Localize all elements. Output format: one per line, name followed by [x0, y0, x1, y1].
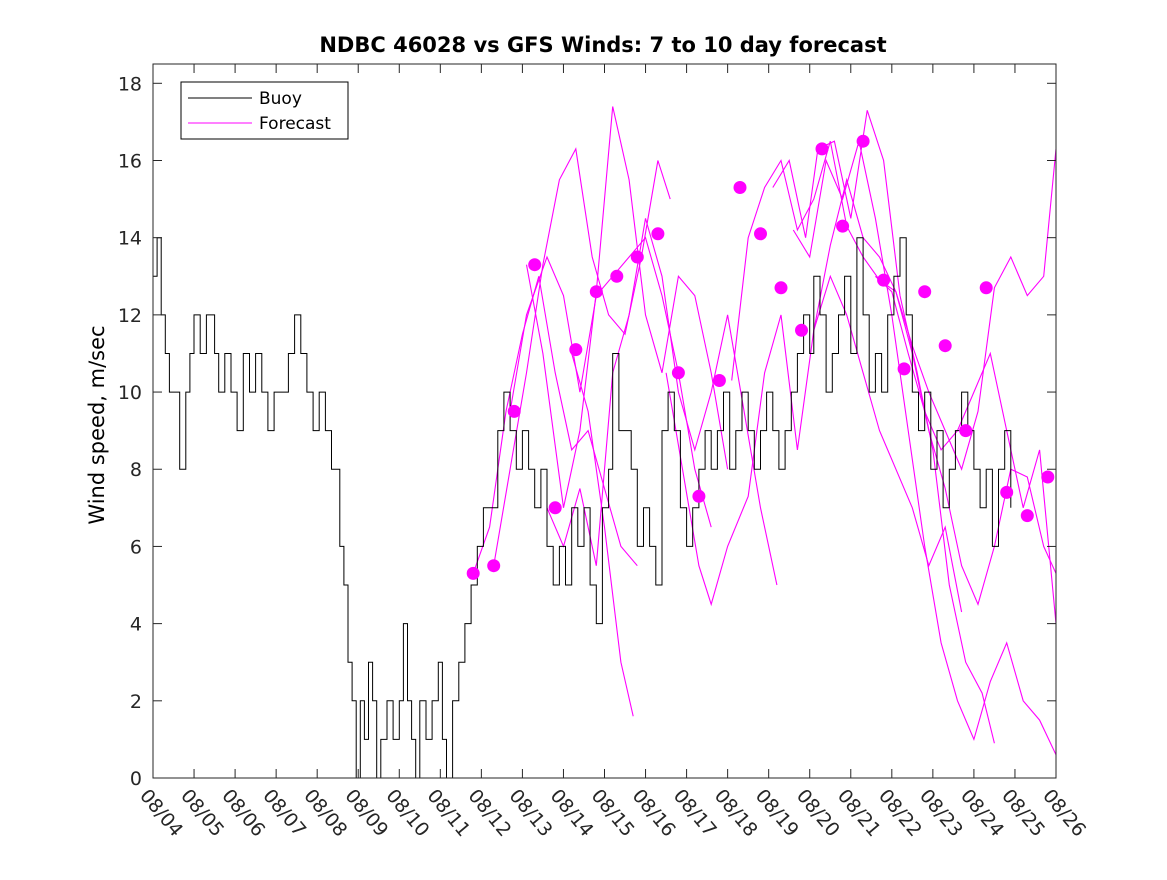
plot-area — [153, 64, 1056, 778]
forecast-point-10 — [651, 227, 665, 241]
y-tick-label-14: 14 — [118, 228, 142, 250]
x-tick-label-08/14: 08/14 — [546, 785, 598, 841]
forecast-line-12 — [875, 275, 1056, 624]
forecast-point-6 — [569, 343, 583, 357]
y-tick-label-0: 0 — [130, 768, 142, 790]
forecast-point-9 — [630, 250, 644, 264]
x-tick-label-08/16: 08/16 — [628, 785, 680, 841]
forecast-point-11 — [671, 366, 685, 380]
x-tick-label-08/11: 08/11 — [422, 785, 474, 841]
forecast-point-28 — [1020, 509, 1034, 523]
forecast-line-9 — [772, 110, 995, 744]
forecast-point-2 — [487, 559, 501, 573]
forecast-point-15 — [754, 227, 767, 241]
forecast-point-1 — [466, 566, 480, 580]
forecast-line-2 — [493, 147, 671, 566]
x-tick-label-08/20: 08/20 — [792, 785, 844, 841]
forecast-point-29 — [1041, 470, 1055, 484]
forecast-point-21 — [877, 273, 891, 287]
legend: Buoy Forecast — [180, 81, 349, 140]
legend-label-forecast: Forecast — [259, 114, 331, 134]
forecast-point-18 — [815, 142, 829, 156]
forecast-point-16 — [774, 281, 788, 295]
y-tick-label-2: 2 — [130, 691, 142, 713]
x-tick-label-08/24: 08/24 — [956, 785, 1008, 841]
x-tick-label-08/07: 08/07 — [258, 785, 310, 841]
forecast-point-26 — [979, 281, 993, 295]
legend-label-buoy: Buoy — [259, 89, 302, 109]
forecast-point-8 — [610, 269, 624, 283]
buoy-line — [153, 237, 1012, 778]
forecast-point-3 — [507, 404, 521, 418]
legend-box — [180, 81, 349, 140]
forecast-line-10 — [792, 141, 1056, 756]
y-tick-label-18: 18 — [118, 73, 142, 95]
forecast-point-7 — [589, 285, 603, 299]
x-tick-label-08/26: 08/26 — [1038, 785, 1090, 841]
x-tick-label-08/17: 08/17 — [669, 785, 721, 841]
forecast-point-23 — [918, 285, 932, 299]
forecast-line-4 — [525, 106, 729, 508]
forecast-line-11 — [813, 148, 1056, 471]
y-tick-label-12: 12 — [118, 305, 142, 327]
x-tick-label-08/05: 08/05 — [176, 785, 228, 841]
x-tick-label-08/19: 08/19 — [751, 785, 803, 841]
x-tick-label-08/21: 08/21 — [833, 785, 885, 841]
forecast-point-27 — [1000, 485, 1014, 499]
forecast-point-13 — [712, 374, 726, 387]
x-tick-label-08/18: 08/18 — [710, 785, 762, 841]
forecast-point-20 — [856, 134, 870, 148]
x-tick-label-08/09: 08/09 — [340, 785, 392, 841]
forecast-point-14 — [733, 181, 747, 194]
forecast-line-5 — [546, 218, 778, 586]
x-tick-label-08/10: 08/10 — [381, 785, 433, 841]
forecast-line-6 — [571, 353, 634, 717]
forecast-point-22 — [897, 362, 911, 376]
data-layer — [153, 106, 1056, 778]
forecast-point-12 — [692, 489, 706, 503]
y-tick-label-10: 10 — [118, 382, 142, 404]
y-axis-label: Wind speed, m/sec — [85, 325, 109, 524]
x-tick-label-08/08: 08/08 — [299, 785, 351, 841]
x-tick-label-08/25: 08/25 — [997, 785, 1049, 841]
x-tick-label-08/12: 08/12 — [464, 785, 516, 841]
x-tick-label-08/22: 08/22 — [874, 785, 926, 841]
forecast-line-1 — [472, 276, 638, 574]
forecast-point-17 — [795, 323, 808, 337]
forecast-point-5 — [548, 501, 562, 515]
x-tick-label-08/13: 08/13 — [505, 785, 557, 841]
chart-title: NDBC 46028 vs GFS Winds: 7 to 10 day for… — [319, 33, 886, 57]
x-tick-label-08/06: 08/06 — [217, 785, 269, 841]
x-tick-label-08/15: 08/15 — [587, 785, 639, 841]
forecast-point-4 — [528, 258, 542, 272]
forecast-point-25 — [959, 424, 973, 438]
x-tick-label-08/04: 08/04 — [135, 785, 187, 841]
y-tick-label-6: 6 — [130, 536, 142, 558]
y-tick-label-4: 4 — [130, 614, 142, 636]
y-tick-label-16: 16 — [118, 150, 142, 172]
forecast-point-19 — [836, 219, 850, 233]
x-tick-label-08/23: 08/23 — [915, 785, 967, 841]
forecast-point-24 — [938, 339, 952, 353]
y-tick-label-8: 8 — [130, 459, 142, 481]
